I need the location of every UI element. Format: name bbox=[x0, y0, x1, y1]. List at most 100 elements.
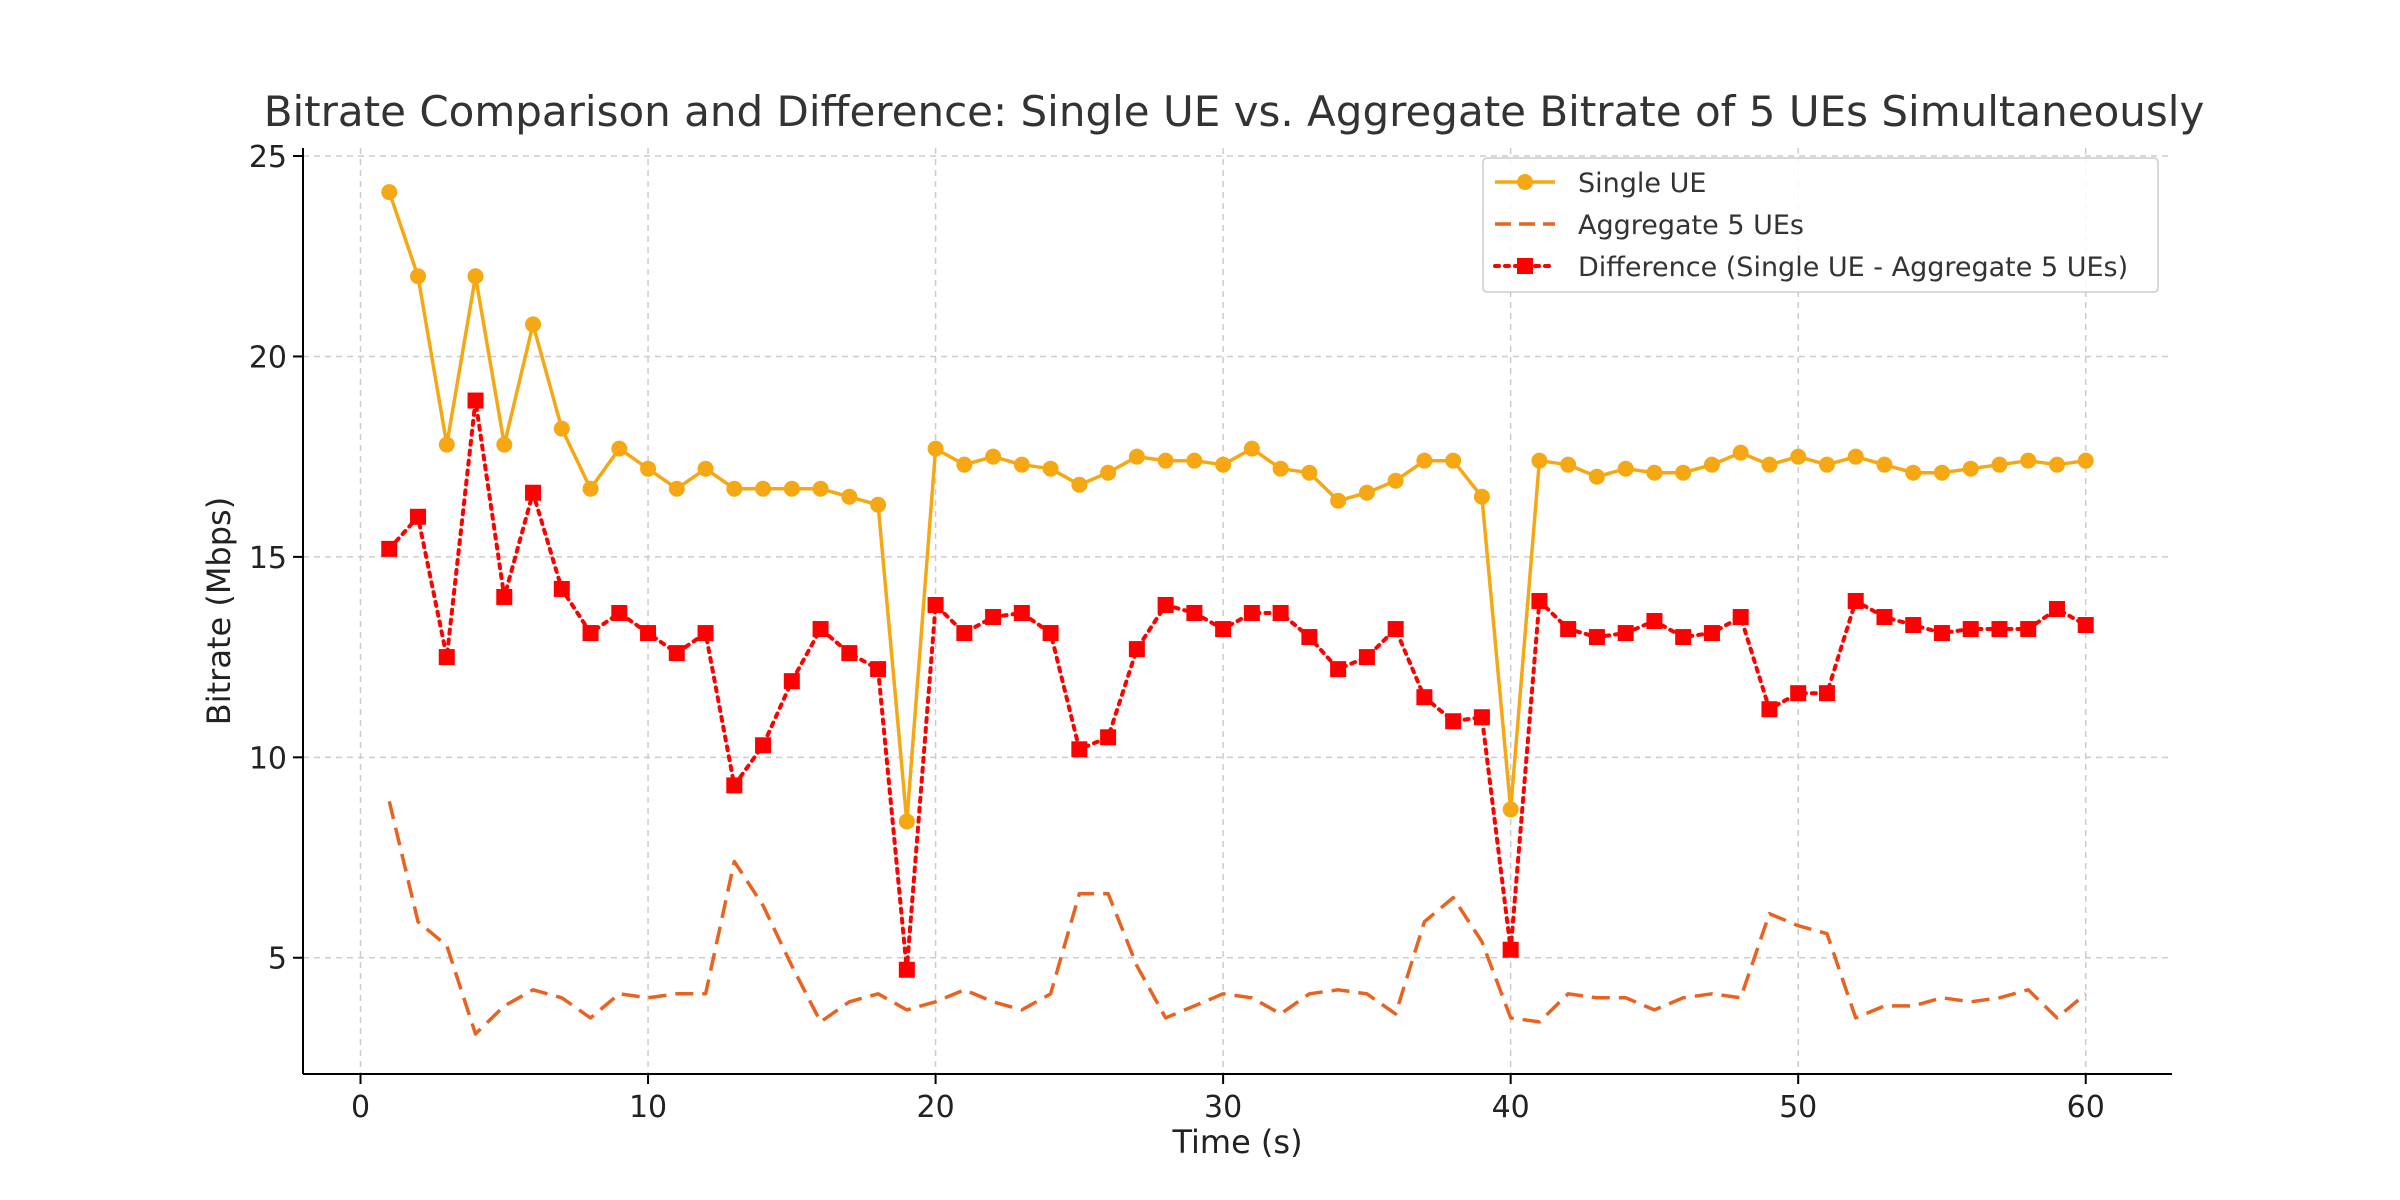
x-tick-label: 10 bbox=[629, 1090, 667, 1125]
x-tick-label: 0 bbox=[351, 1090, 370, 1125]
data-point bbox=[1330, 492, 1347, 509]
data-point bbox=[1071, 741, 1088, 758]
data-point bbox=[783, 673, 800, 690]
data-point bbox=[870, 661, 887, 678]
data-point bbox=[1703, 625, 1720, 642]
data-point bbox=[812, 621, 829, 638]
data-point bbox=[956, 456, 973, 473]
data-point bbox=[755, 737, 772, 754]
data-point bbox=[1617, 460, 1634, 477]
data-point bbox=[1502, 801, 1519, 818]
legend-marker bbox=[1517, 174, 1533, 190]
x-tick-label: 20 bbox=[916, 1090, 954, 1125]
data-point bbox=[1761, 456, 1778, 473]
data-point bbox=[898, 961, 915, 978]
data-point bbox=[1876, 609, 1893, 626]
data-point bbox=[1646, 464, 1663, 481]
data-point bbox=[841, 645, 858, 662]
data-point bbox=[1100, 729, 1117, 746]
data-point bbox=[1157, 596, 1174, 613]
data-point bbox=[1071, 476, 1088, 493]
data-point bbox=[898, 813, 915, 830]
data-point bbox=[1330, 661, 1347, 678]
data-point bbox=[668, 480, 685, 497]
data-point bbox=[1617, 625, 1634, 642]
series-layer bbox=[381, 184, 2094, 1036]
data-point bbox=[726, 480, 743, 497]
data-point bbox=[1703, 456, 1720, 473]
series-3 bbox=[381, 392, 2094, 978]
data-point bbox=[2048, 600, 2065, 617]
data-point bbox=[1876, 456, 1893, 473]
grid bbox=[303, 148, 2172, 1074]
data-point bbox=[381, 540, 398, 557]
data-point bbox=[755, 480, 772, 497]
data-point bbox=[640, 460, 657, 477]
data-point bbox=[726, 777, 743, 794]
data-point bbox=[553, 580, 570, 597]
data-point bbox=[1358, 484, 1375, 501]
data-point bbox=[2077, 452, 2094, 469]
legend-item: Aggregate 5 UEs bbox=[1495, 210, 1804, 241]
ticks: 0 10 20 30 40 50 60 5 10 15 20 25 bbox=[249, 140, 2172, 1125]
data-point bbox=[870, 496, 887, 513]
data-point bbox=[496, 436, 513, 453]
data-point bbox=[1905, 464, 1922, 481]
series-line bbox=[387, 398, 2088, 972]
y-tick-label: 20 bbox=[249, 340, 287, 375]
data-point bbox=[783, 480, 800, 497]
data-point bbox=[1818, 456, 1835, 473]
data-point bbox=[1962, 460, 1979, 477]
data-point bbox=[1013, 605, 1030, 622]
series-2 bbox=[387, 800, 2087, 1036]
data-point bbox=[438, 649, 455, 666]
data-point bbox=[1473, 709, 1490, 726]
data-point bbox=[1790, 448, 1807, 465]
data-point bbox=[1272, 460, 1289, 477]
data-point bbox=[1013, 456, 1030, 473]
data-point bbox=[1588, 468, 1605, 485]
data-point bbox=[1962, 621, 1979, 638]
legend-marker bbox=[1517, 258, 1533, 274]
data-point bbox=[1675, 464, 1692, 481]
data-point bbox=[1646, 613, 1663, 630]
y-tick-label: 10 bbox=[249, 741, 287, 776]
data-point bbox=[1991, 456, 2008, 473]
data-point bbox=[1042, 460, 1059, 477]
data-point bbox=[410, 508, 427, 525]
data-point bbox=[1358, 649, 1375, 666]
data-point bbox=[1675, 629, 1692, 646]
data-point bbox=[1128, 448, 1145, 465]
data-point bbox=[2077, 617, 2094, 634]
data-point bbox=[1790, 685, 1807, 702]
data-point bbox=[1560, 456, 1577, 473]
data-point bbox=[1215, 456, 1232, 473]
data-point bbox=[1473, 488, 1490, 505]
data-point bbox=[1272, 605, 1289, 622]
data-point bbox=[1387, 621, 1404, 638]
data-point bbox=[1502, 941, 1519, 958]
data-point bbox=[1157, 452, 1174, 469]
data-point bbox=[1215, 621, 1232, 638]
data-point bbox=[841, 488, 858, 505]
data-point bbox=[1186, 452, 1203, 469]
data-point bbox=[985, 609, 1002, 626]
data-point bbox=[1445, 713, 1462, 730]
data-point bbox=[1243, 440, 1260, 457]
data-point bbox=[927, 596, 944, 613]
data-point bbox=[1416, 452, 1433, 469]
series-line bbox=[387, 800, 2087, 1036]
data-point bbox=[1732, 609, 1749, 626]
x-tick-label: 50 bbox=[1779, 1090, 1817, 1125]
x-axis-label: Time (s) bbox=[1171, 1123, 1302, 1161]
chart-title: Bitrate Comparison and Difference: Singl… bbox=[264, 87, 2205, 136]
data-point bbox=[668, 645, 685, 662]
data-point bbox=[1531, 452, 1548, 469]
data-point bbox=[697, 460, 714, 477]
data-point bbox=[1243, 605, 1260, 622]
data-point bbox=[2020, 452, 2037, 469]
data-point bbox=[640, 625, 657, 642]
data-point bbox=[467, 392, 484, 409]
data-point bbox=[467, 268, 484, 285]
